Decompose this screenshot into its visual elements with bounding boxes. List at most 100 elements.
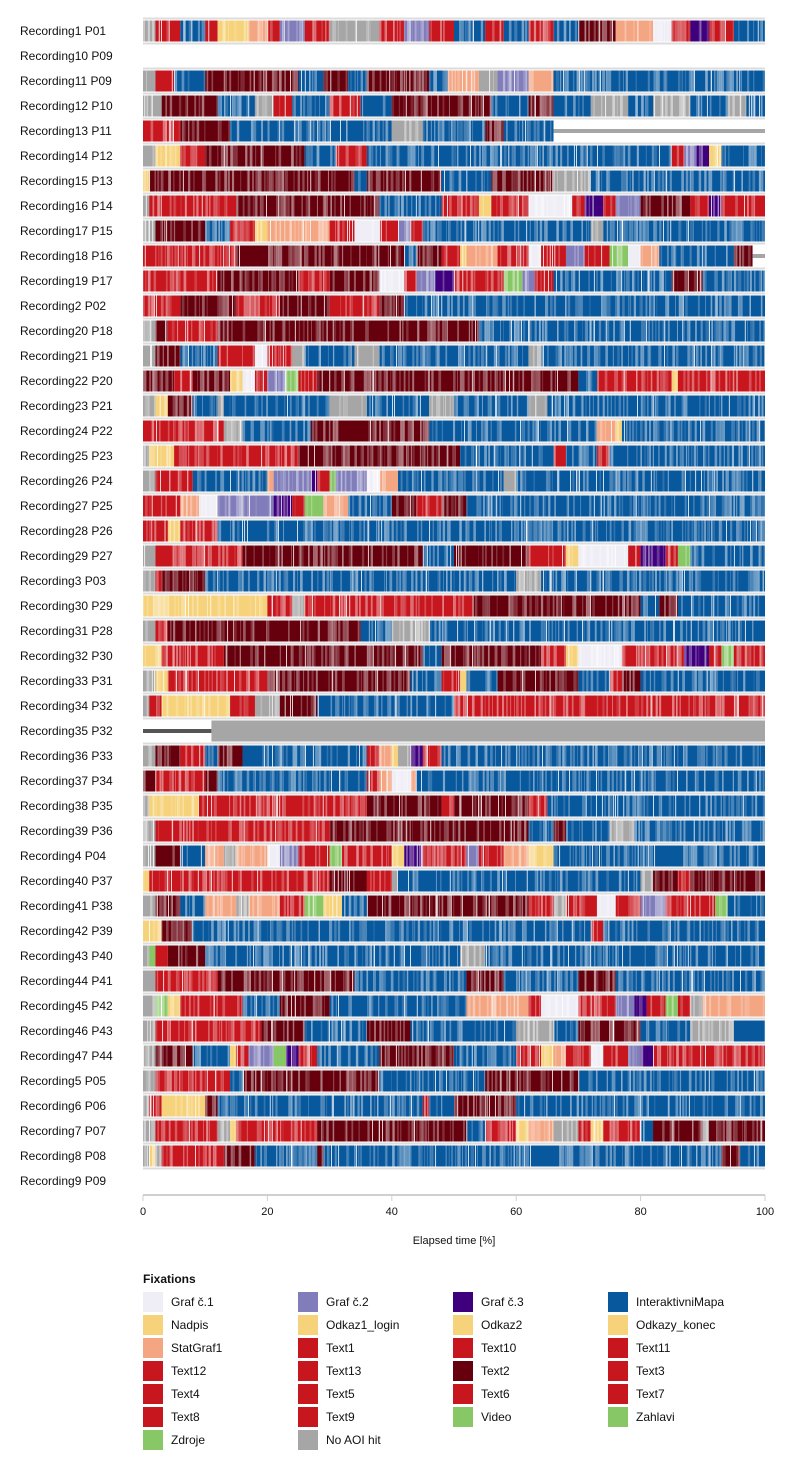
fixation-stripe	[634, 220, 637, 242]
fixation-gap	[520, 245, 522, 267]
fixation-stripe	[182, 645, 185, 667]
fixation-gap	[174, 70, 175, 92]
aoi-segment	[621, 645, 641, 667]
fixation-stripe	[424, 195, 427, 217]
fixation-stripe	[301, 220, 303, 242]
fixation-stripe	[146, 70, 147, 92]
fixation-stripe	[241, 270, 243, 292]
fixation-stripe	[663, 445, 665, 467]
fixation-stripe	[501, 220, 504, 242]
aoi-segment-fill	[161, 645, 224, 667]
fixation-stripe	[314, 95, 316, 117]
aoi-segment-fill	[267, 20, 280, 42]
fixation-stripe	[239, 695, 242, 717]
fixation-gap	[748, 445, 750, 467]
fixation-gap	[315, 470, 316, 492]
aoi-segment	[267, 20, 280, 42]
fixation-stripe	[704, 645, 707, 667]
aoi-segment	[503, 470, 517, 492]
fixation-stripe	[323, 520, 326, 542]
fixation-stripe	[339, 320, 341, 342]
fixation-stripe	[308, 120, 311, 142]
fixation-gap	[370, 420, 371, 442]
fixation-gap	[565, 295, 567, 317]
fixation-stripe	[195, 670, 198, 692]
fixation-stripe	[590, 670, 594, 692]
fixation-gap	[166, 645, 168, 667]
aoi-segment-fill	[466, 120, 486, 142]
fixation-stripe	[631, 570, 634, 592]
fixation-stripe	[496, 695, 499, 717]
fixation-stripe	[385, 570, 387, 592]
fixation-stripe	[529, 570, 533, 592]
fixation-stripe	[460, 495, 464, 517]
fixation-gap	[661, 95, 663, 117]
fixation-stripe	[334, 645, 336, 667]
fixation-stripe	[487, 395, 490, 417]
fixation-stripe	[219, 295, 221, 317]
fixation-stripe	[256, 95, 259, 117]
fixation-stripe	[605, 595, 608, 617]
aoi-segment	[553, 70, 765, 92]
fixation-stripe	[525, 470, 527, 492]
fixation-stripe	[407, 145, 410, 167]
fixation-stripe	[617, 595, 620, 617]
fixation-stripe	[372, 120, 373, 142]
fixation-stripe	[527, 145, 530, 167]
fixation-stripe	[646, 95, 649, 117]
fixation-stripe	[392, 345, 394, 367]
fixation-stripe	[454, 395, 457, 417]
fixation-stripe	[429, 645, 431, 667]
fixation-stripe	[551, 70, 553, 92]
fixation-stripe	[232, 145, 236, 167]
fixation-stripe	[436, 495, 439, 517]
fixation-stripe	[474, 395, 477, 417]
fixation-stripe	[267, 370, 269, 392]
fixation-stripe	[332, 595, 336, 617]
fixation-gap	[600, 70, 601, 92]
fixation-gap	[475, 320, 476, 342]
fixation-stripe	[654, 495, 657, 517]
fixation-gap	[711, 320, 713, 342]
fixation-gap	[535, 395, 537, 417]
fixation-stripe	[459, 345, 462, 367]
fixation-stripe	[152, 195, 155, 217]
fixation-stripe	[426, 445, 429, 467]
fixation-stripe	[337, 245, 340, 267]
fixation-stripe	[553, 445, 556, 467]
fixation-stripe	[241, 470, 244, 492]
fixation-stripe	[682, 670, 686, 692]
fixation-stripe	[751, 445, 754, 467]
fixation-gap	[204, 545, 206, 567]
fixation-stripe	[653, 20, 655, 42]
fixation-stripe	[741, 70, 742, 92]
fixation-stripe	[430, 270, 433, 292]
fixation-gap	[223, 245, 225, 267]
fixation-stripe	[633, 20, 635, 42]
fixation-stripe	[503, 145, 507, 167]
fixation-gap	[372, 395, 374, 417]
fixation-stripe	[651, 395, 653, 417]
fixation-gap	[548, 270, 549, 292]
fixation-stripe	[490, 420, 492, 442]
fixation-stripe	[416, 695, 418, 717]
fixation-gap	[739, 70, 741, 92]
fixation-stripe	[266, 445, 268, 467]
aoi-segment	[174, 445, 218, 467]
fixation-stripe	[155, 470, 158, 492]
fixation-stripe	[204, 670, 206, 692]
fixation-gap	[525, 270, 527, 292]
fixation-stripe	[509, 320, 512, 342]
fixation-stripe	[265, 470, 268, 492]
fixation-stripe	[194, 245, 196, 267]
fixation-gap	[342, 545, 344, 567]
fixation-stripe	[520, 620, 522, 642]
fixation-stripe	[225, 695, 227, 717]
fixation-stripe	[437, 395, 441, 417]
fixation-stripe	[530, 245, 532, 267]
fixation-stripe	[244, 395, 247, 417]
fixation-gap	[374, 195, 376, 217]
fixation-stripe	[534, 570, 537, 592]
fixation-stripe	[405, 495, 409, 517]
fixation-stripe	[714, 395, 716, 417]
